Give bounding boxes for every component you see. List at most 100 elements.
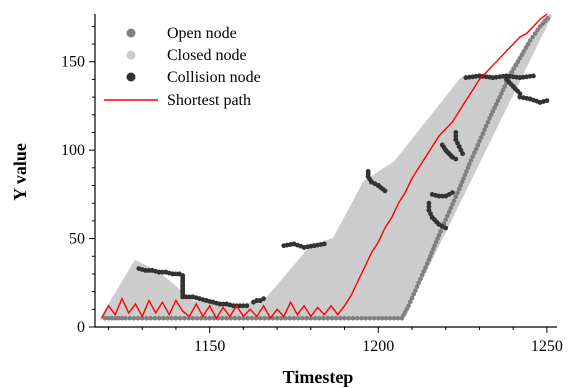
open-node-point xyxy=(456,186,462,192)
open-node-point xyxy=(406,303,411,309)
open-node-point xyxy=(312,315,318,321)
collision-node-point xyxy=(517,91,523,96)
open-node-point xyxy=(333,315,339,321)
open-node-point xyxy=(532,31,538,36)
collision-node-point xyxy=(220,301,226,307)
open-node-point xyxy=(376,315,381,321)
y-tick-label: 50 xyxy=(69,231,85,248)
open-node-point xyxy=(131,315,137,321)
x-tick-label: 1200 xyxy=(362,338,394,355)
open-node-point xyxy=(106,315,111,321)
open-node-point xyxy=(262,315,267,321)
open-node-point xyxy=(416,280,422,286)
open-node-point xyxy=(329,315,335,321)
collision-node-point xyxy=(321,241,327,247)
open-node-point xyxy=(473,146,479,152)
open-node-point xyxy=(127,315,132,321)
open-node-point xyxy=(535,27,540,33)
open-node-point xyxy=(411,292,417,297)
open-node-point xyxy=(545,16,550,21)
open-node-point xyxy=(102,315,108,321)
x-axis-title: Timestep xyxy=(283,367,354,387)
collision-node-point xyxy=(531,73,536,79)
legend: Open node Closed node Collision node Shorte… xyxy=(104,25,261,109)
open-node-point xyxy=(207,315,212,321)
collision-node-point xyxy=(426,204,432,210)
open-node-point xyxy=(483,123,489,129)
open-node-point xyxy=(346,315,352,321)
open-node-point xyxy=(497,94,503,100)
shortest-path-line xyxy=(101,13,548,320)
collision-node-point xyxy=(241,303,246,309)
open-node-point xyxy=(502,84,508,89)
open-node-point xyxy=(220,315,225,321)
collision-node-point xyxy=(173,271,179,277)
open-node-point xyxy=(421,269,427,274)
open-node-point xyxy=(308,315,314,321)
open-node-point xyxy=(391,315,397,321)
open-node-point xyxy=(408,299,413,305)
open-node-series xyxy=(102,16,550,321)
open-node-point xyxy=(325,315,331,321)
collision-node-series xyxy=(136,73,550,309)
open-node-point xyxy=(161,315,166,321)
open-node-point xyxy=(487,116,492,121)
open-node-point xyxy=(419,272,425,278)
open-node-point xyxy=(224,315,229,321)
collision-node-point xyxy=(143,268,149,273)
open-node-point xyxy=(517,55,523,61)
collision-node-point xyxy=(382,188,388,194)
open-node-point xyxy=(430,246,436,252)
plot-area xyxy=(100,13,552,321)
open-node-point xyxy=(232,315,238,321)
legend-item: Closed node xyxy=(126,47,247,64)
open-node-point xyxy=(119,315,125,321)
open-node-point xyxy=(379,315,385,321)
open-node-point xyxy=(472,150,477,156)
open-node-point xyxy=(194,315,200,321)
open-node-point xyxy=(148,315,153,321)
legend-marker-swatch xyxy=(126,72,136,82)
open-node-point xyxy=(304,315,309,321)
open-node-point xyxy=(418,276,423,282)
open-node-point xyxy=(515,59,521,64)
open-node-point xyxy=(446,209,452,215)
open-node-point xyxy=(424,261,430,266)
y-tick-label: 100 xyxy=(61,142,85,159)
open-node-point xyxy=(451,198,457,203)
open-node-point xyxy=(527,38,533,43)
open-node-point xyxy=(350,315,356,321)
open-node-point xyxy=(433,239,439,245)
open-node-point xyxy=(513,63,519,68)
collision-node-point xyxy=(436,193,442,199)
open-node-point xyxy=(198,315,204,321)
open-node-point xyxy=(291,315,297,321)
open-node-point xyxy=(359,315,364,321)
open-node-point xyxy=(464,169,469,174)
legend-item: Collision node xyxy=(126,69,261,86)
open-node-point xyxy=(488,112,494,118)
open-node-point xyxy=(499,91,504,96)
collision-node-point xyxy=(183,294,189,300)
open-node-point xyxy=(203,315,208,321)
open-node-point xyxy=(429,250,435,255)
open-node-point xyxy=(475,142,481,148)
open-node-point xyxy=(500,87,506,93)
legend-label: Collision node xyxy=(167,69,261,86)
open-node-point xyxy=(249,315,255,321)
open-node-point xyxy=(438,228,444,234)
x-tick-label: 1250 xyxy=(531,338,563,355)
open-node-point xyxy=(485,119,491,125)
collision-node-point xyxy=(453,156,459,162)
legend-label: Shortest path xyxy=(167,92,251,109)
collision-node-point xyxy=(261,296,266,302)
open-node-point xyxy=(450,202,455,207)
open-node-point xyxy=(468,158,474,163)
open-node-point xyxy=(190,315,196,321)
legend-label: Open node xyxy=(167,25,237,42)
collision-node-point xyxy=(170,271,176,277)
open-node-point xyxy=(482,127,487,133)
open-node-point xyxy=(521,48,527,54)
collision-node-point xyxy=(450,190,455,196)
